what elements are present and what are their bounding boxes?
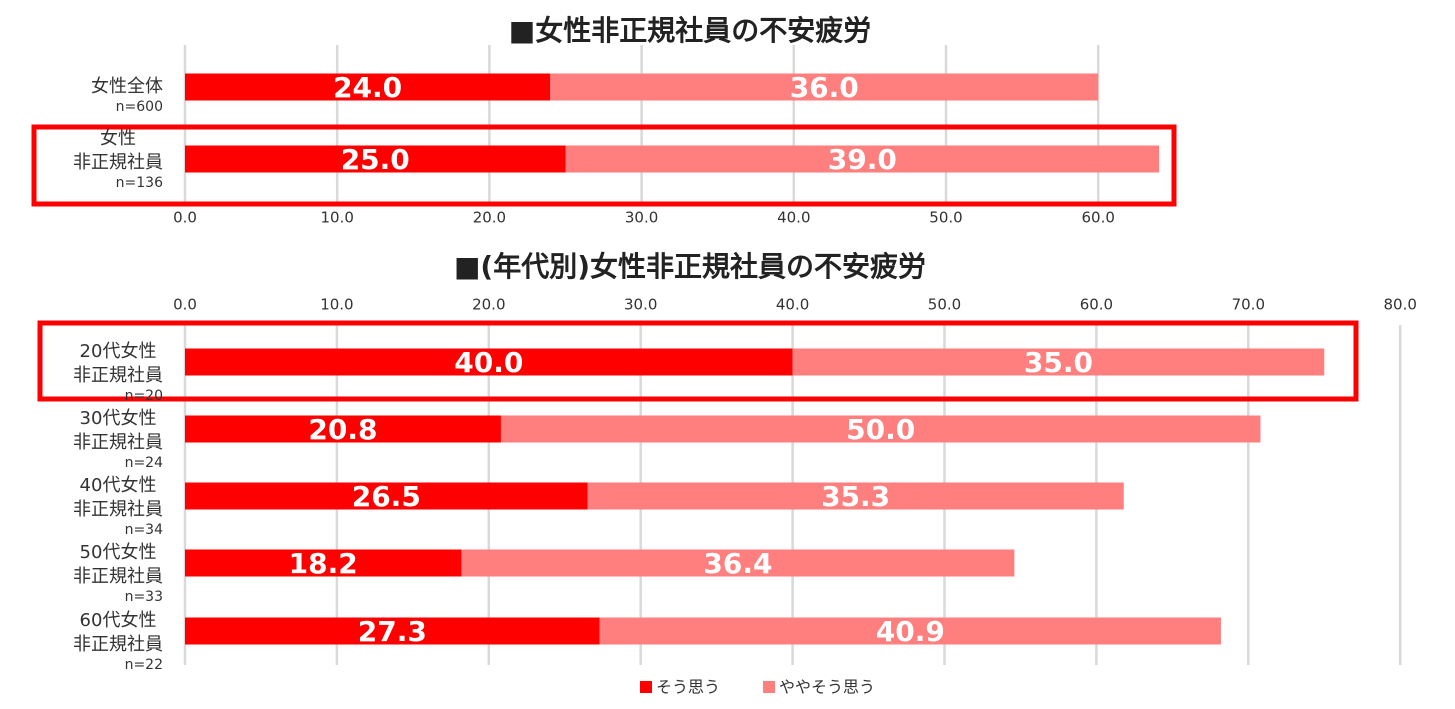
x-tick-label: 60.0 — [1080, 296, 1113, 314]
category-label-group: 50代女性 非正規社員 n=33 — [73, 541, 163, 605]
value-label: 20.8 — [308, 413, 377, 446]
bar-segment — [185, 145, 566, 173]
bar-segment — [500, 415, 1261, 443]
x-tick-label: 0.0 — [173, 296, 197, 314]
x-tick-label: 80.0 — [1383, 296, 1416, 314]
value-label: 25.0 — [341, 143, 410, 176]
bar-segment — [185, 73, 551, 101]
bar-segment — [599, 617, 1221, 645]
bar-segment — [185, 617, 600, 645]
category-label-group: 20代女性 非正規社員 n=20 — [73, 340, 163, 404]
bar-segment — [185, 348, 793, 376]
highlight-box — [31, 124, 1177, 207]
category-label-group: 30代女性 非正規社員 n=24 — [73, 407, 163, 471]
bar-segment — [461, 549, 1015, 577]
sample-size: n=33 — [124, 589, 163, 605]
bar-segment — [565, 145, 1160, 173]
category-label-group: 女性 非正規社員 n=136 — [73, 127, 163, 191]
sample-size: n=136 — [115, 175, 163, 191]
category-label: 30代女性 非正規社員 — [73, 408, 163, 453]
category-label: 女性全体 — [91, 76, 163, 97]
bar-segment — [792, 348, 1325, 376]
bar-segment — [550, 73, 1099, 101]
legend-label: ややそう思う — [779, 678, 875, 697]
x-tick-label: 20.0 — [472, 296, 505, 314]
sample-size: n=34 — [124, 522, 163, 538]
x-tick-label: 50.0 — [928, 296, 961, 314]
category-label: 女性 非正規社員 — [73, 128, 163, 173]
sample-size: n=22 — [124, 657, 163, 673]
x-tick-label: 10.0 — [320, 209, 353, 227]
value-label: 39.0 — [828, 143, 897, 176]
value-label: 50.0 — [846, 413, 915, 446]
x-tick-label: 30.0 — [625, 209, 658, 227]
x-tick-label: 50.0 — [929, 209, 962, 227]
x-tick-label: 0.0 — [173, 209, 197, 227]
category-label-group: 60代女性 非正規社員 n=22 — [73, 609, 163, 673]
legend-label: そう思う — [656, 678, 720, 697]
x-tick-label: 40.0 — [777, 209, 810, 227]
x-tick-label: 30.0 — [624, 296, 657, 314]
bar-segment — [185, 415, 501, 443]
legend-swatch — [640, 681, 652, 693]
sample-size: n=20 — [124, 388, 163, 404]
x-tick-label: 40.0 — [776, 296, 809, 314]
category-label: 60代女性 非正規社員 — [73, 610, 163, 655]
bar-segment — [185, 549, 462, 577]
x-tick-label: 70.0 — [1232, 296, 1265, 314]
category-label: 40代女性 非正規社員 — [73, 475, 163, 520]
sample-size: n=600 — [115, 99, 163, 115]
value-label: 27.3 — [358, 615, 427, 648]
value-label: 35.0 — [1024, 346, 1093, 379]
highlight-box — [37, 320, 1359, 402]
x-tick-label: 20.0 — [473, 209, 506, 227]
bar-segment — [185, 482, 588, 510]
bar-segment — [587, 482, 1124, 510]
sample-size: n=24 — [124, 455, 163, 471]
chart-title: ■(年代別)女性非正規社員の不安疲労 — [454, 250, 926, 283]
category-label-group: 女性全体 n=600 — [91, 75, 163, 115]
value-label: 36.4 — [703, 547, 772, 580]
category-label: 20代女性 非正規社員 — [73, 341, 163, 386]
value-label: 18.2 — [289, 547, 358, 580]
x-tick-label: 10.0 — [320, 296, 353, 314]
legend-swatch — [763, 681, 775, 693]
chart-title: ■女性非正規社員の不安疲労 — [509, 14, 871, 47]
value-label: 24.0 — [333, 71, 402, 104]
category-label-group: 40代女性 非正規社員 n=34 — [73, 474, 163, 538]
value-label: 36.0 — [790, 71, 859, 104]
value-label: 35.3 — [821, 480, 890, 513]
value-label: 40.0 — [454, 346, 523, 379]
x-tick-label: 60.0 — [1081, 209, 1114, 227]
category-label: 50代女性 非正規社員 — [73, 542, 163, 587]
value-label: 40.9 — [876, 615, 945, 648]
value-label: 26.5 — [352, 480, 421, 513]
